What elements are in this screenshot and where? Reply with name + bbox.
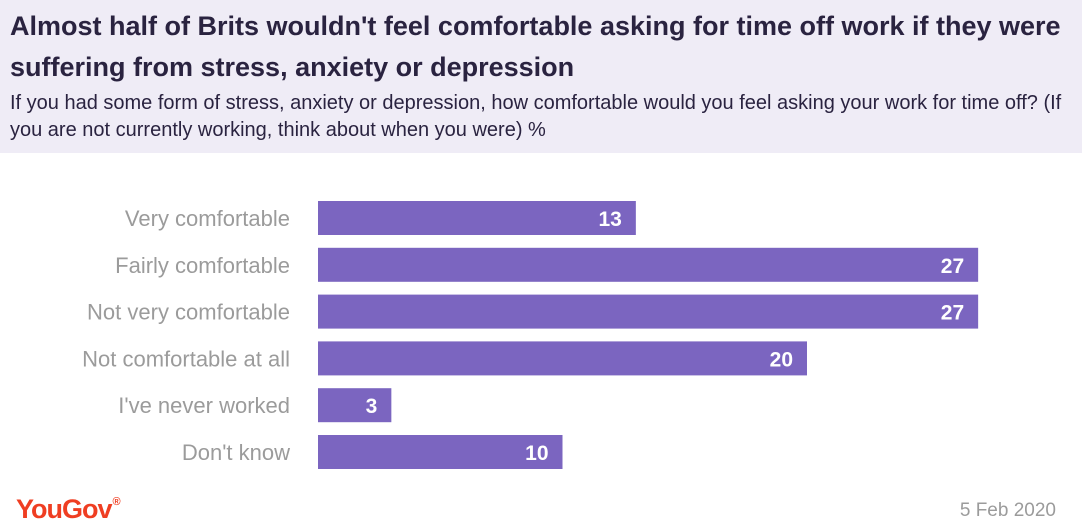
category-label: Not very comfortable	[87, 300, 290, 325]
bar	[318, 247, 979, 282]
category-label: Very comfortable	[125, 206, 290, 231]
header-panel: Almost half of Brits wouldn't feel comfo…	[0, 0, 1082, 153]
publish-date: 5 Feb 2020	[959, 500, 1056, 521]
category-label: I've never worked	[118, 393, 290, 418]
value-label: 20	[770, 348, 793, 371]
bar	[318, 201, 636, 235]
bar-chart: Very comfortable 13 Fairly comfortable 27 No…	[82, 201, 979, 469]
chart-subtitle: If you had some form of stress, anxiety …	[10, 92, 1062, 141]
bar	[318, 294, 979, 329]
value-label: 10	[525, 442, 548, 465]
category-label: Not comfortable at all	[82, 346, 290, 371]
bar	[318, 435, 563, 469]
bar	[318, 341, 807, 376]
yougov-logo: YouGov®	[16, 494, 121, 525]
value-label: 3	[366, 395, 378, 418]
value-label: 13	[598, 208, 621, 231]
bar	[318, 388, 392, 423]
value-label: 27	[941, 302, 964, 325]
logo-text: YouGov	[16, 494, 113, 524]
category-label: Fairly comfortable	[115, 253, 290, 278]
category-label: Don't know	[182, 440, 290, 465]
value-label: 27	[941, 255, 964, 278]
logo-registered-mark: ®	[112, 496, 121, 508]
chart-title: Almost half of Brits wouldn't feel comfo…	[10, 11, 1061, 82]
